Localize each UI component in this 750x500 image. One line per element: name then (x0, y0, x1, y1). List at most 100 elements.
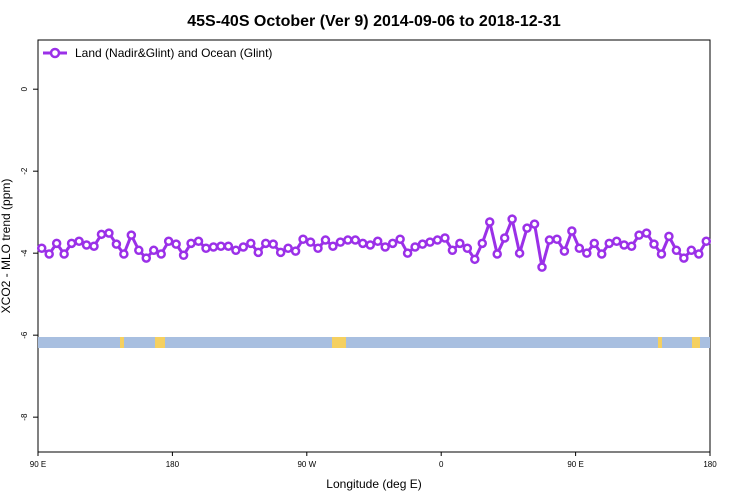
data-point (402, 248, 413, 258)
data-point (59, 249, 69, 259)
data-point (574, 243, 585, 254)
data-point (611, 236, 622, 247)
data-point (290, 246, 301, 256)
data-point (44, 249, 54, 259)
data-point (298, 234, 308, 244)
data-point (492, 249, 502, 259)
data-point (275, 247, 286, 258)
x-tick-label: 90 E (30, 460, 46, 469)
data-point (649, 239, 659, 249)
data-point (74, 236, 84, 247)
data-point (559, 246, 570, 256)
x-tick-label: 180 (703, 460, 717, 469)
data-point (119, 249, 129, 259)
legend-marker (49, 47, 61, 59)
data-point (313, 243, 323, 254)
data-point (343, 235, 353, 245)
data-point (268, 239, 278, 249)
data-point (514, 248, 525, 258)
land-patch (658, 337, 662, 348)
data-point (89, 241, 99, 251)
data-point (186, 238, 196, 249)
y-tick-label: -4 (20, 249, 29, 257)
data-point (656, 249, 667, 259)
data-point (470, 254, 480, 265)
data-point (81, 240, 92, 250)
data-point (626, 241, 637, 251)
land-patch (155, 337, 165, 348)
data-point (365, 240, 376, 250)
data-point (604, 238, 614, 249)
data-point (253, 247, 264, 258)
x-tick-label: 90 W (297, 460, 316, 469)
data-point (455, 238, 465, 249)
data-point (51, 238, 62, 249)
data-point (395, 234, 405, 244)
data-point (350, 235, 361, 245)
data-point (283, 243, 293, 254)
legend-label: Land (Nadir&Glint) and Ocean (Glint) (75, 46, 272, 60)
data-point (447, 245, 458, 256)
data-point (156, 249, 166, 259)
data-point (664, 231, 674, 242)
data-point (686, 245, 697, 256)
data-point (216, 241, 226, 251)
chart-title: 45S-40S October (Ver 9) 2014-09-06 to 20… (187, 13, 561, 30)
data-point (328, 241, 338, 251)
data-point (619, 240, 629, 250)
y-axis-label: XCO2 - MLO trend (ppm) (0, 179, 13, 314)
data-point (641, 228, 652, 238)
data-point (208, 242, 219, 252)
data-point (320, 235, 331, 245)
data-point (238, 242, 249, 252)
data-point (178, 250, 189, 260)
land-patch (332, 337, 346, 348)
data-point (417, 239, 428, 249)
data-point (260, 238, 271, 249)
data-point (701, 236, 712, 247)
data-point (537, 262, 547, 272)
data-point (134, 245, 144, 256)
data-point (679, 253, 689, 263)
data-point (111, 239, 122, 249)
data-point (484, 217, 495, 227)
data-point (529, 219, 540, 229)
y-tick-label: -6 (20, 331, 29, 339)
data-point (522, 223, 532, 233)
data-point (410, 242, 420, 252)
data-point (425, 237, 435, 247)
data-point (462, 243, 473, 254)
data-point (634, 230, 644, 240)
data-point (372, 236, 383, 247)
ocean-band (38, 337, 710, 348)
data-point (671, 245, 682, 256)
data-point (589, 238, 600, 249)
data-point (96, 229, 107, 240)
data-point (440, 233, 450, 243)
data-point (552, 234, 562, 244)
land-patch (120, 337, 124, 348)
data-point (305, 237, 316, 247)
y-tick-label: 0 (20, 86, 29, 91)
data-point (477, 238, 488, 249)
data-point (148, 245, 159, 256)
x-tick-label: 90 E (567, 460, 583, 469)
data-point (66, 238, 77, 249)
data-point (231, 245, 241, 256)
x-axis-label: Longitude (deg E) (326, 477, 421, 491)
data-point (358, 238, 368, 249)
data-point (432, 235, 443, 245)
data-point (499, 233, 510, 243)
data-point (507, 214, 517, 224)
data-point (171, 239, 181, 249)
data-point (335, 237, 346, 247)
data-point (223, 241, 234, 251)
y-tick-label: -8 (20, 413, 29, 421)
data-point (596, 249, 607, 259)
data-point (694, 249, 704, 259)
data-point (387, 238, 398, 249)
data-point (126, 230, 137, 240)
x-tick-label: 180 (166, 460, 180, 469)
data-point (567, 226, 577, 236)
